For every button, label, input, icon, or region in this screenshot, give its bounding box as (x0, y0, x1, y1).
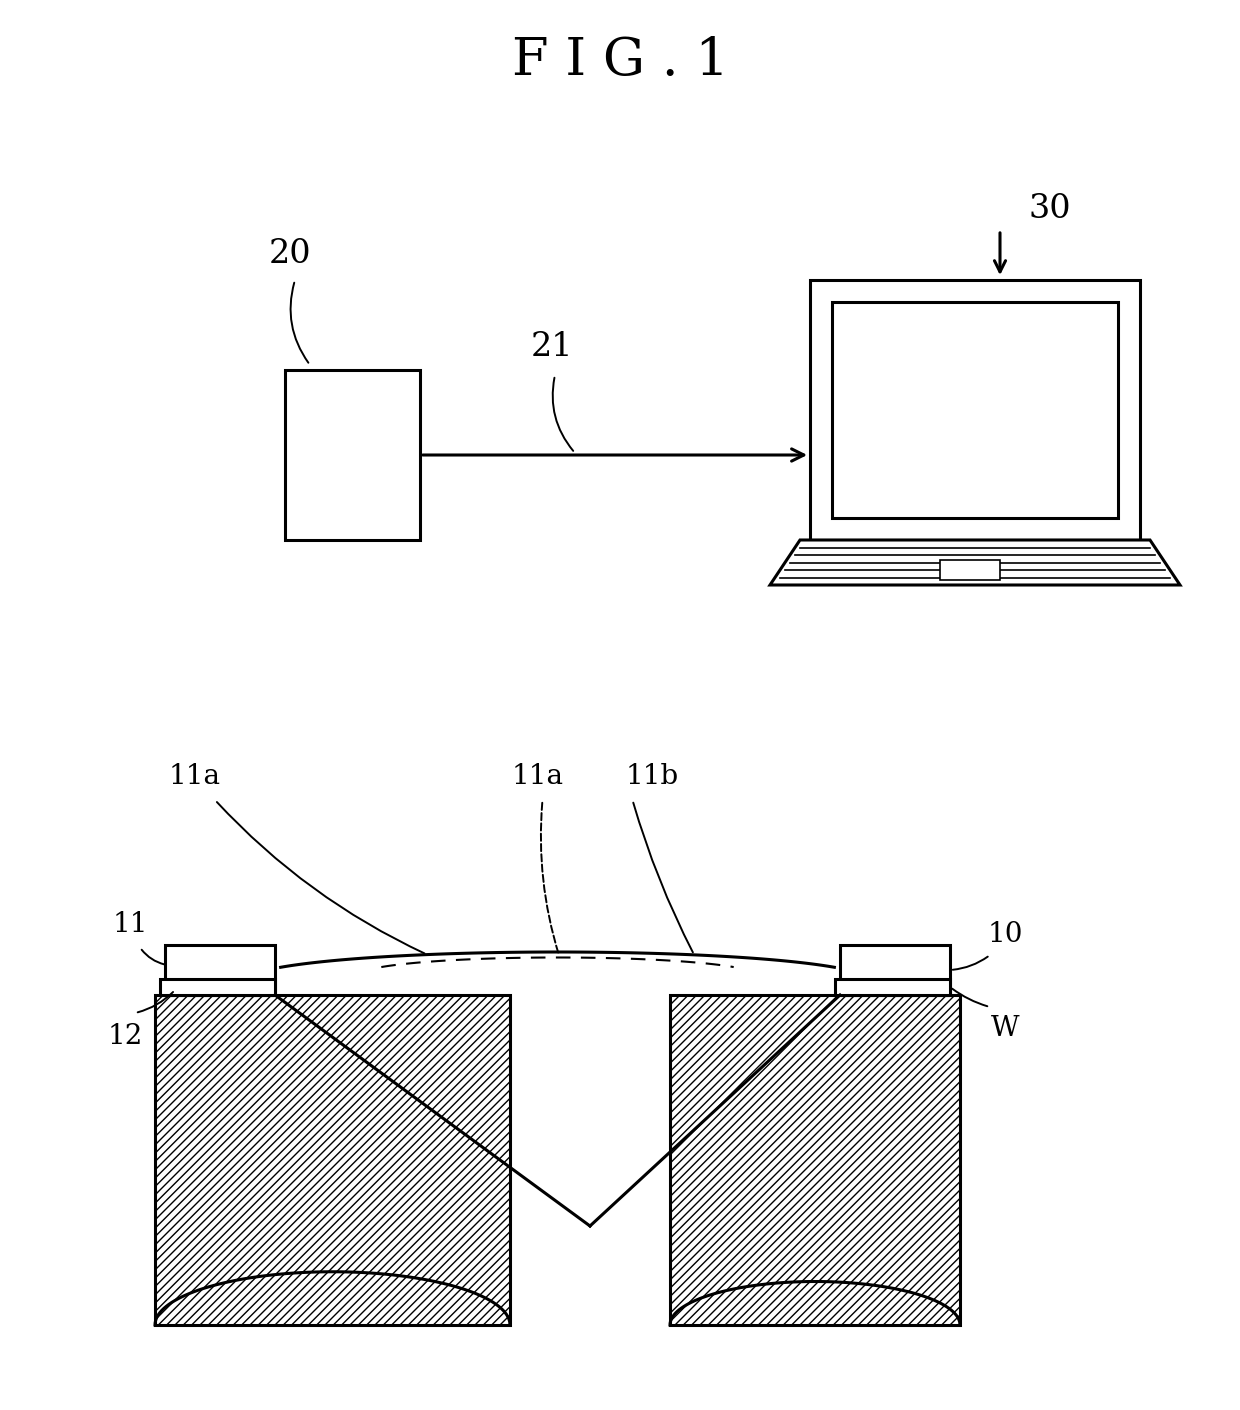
Text: 10: 10 (987, 921, 1023, 948)
Text: 11a: 11a (511, 763, 563, 790)
Text: 11b: 11b (626, 763, 680, 790)
Bar (160, 979, 275, 995)
Text: F I G . 1: F I G . 1 (511, 34, 729, 86)
Bar (165, 945, 275, 995)
Bar (670, 995, 960, 1325)
Text: 11a: 11a (169, 763, 221, 790)
Text: 21: 21 (531, 331, 573, 362)
Polygon shape (810, 281, 1140, 540)
Bar (839, 945, 950, 995)
Text: 12: 12 (108, 1024, 143, 1050)
Bar (832, 302, 1118, 517)
Text: 11: 11 (113, 911, 148, 938)
Bar (940, 560, 999, 580)
Bar (155, 995, 510, 1325)
Polygon shape (770, 540, 1180, 585)
Bar (835, 979, 950, 995)
Text: 20: 20 (269, 238, 311, 269)
Bar (285, 369, 420, 540)
Text: W: W (991, 1015, 1019, 1042)
Text: 30: 30 (1029, 193, 1071, 226)
